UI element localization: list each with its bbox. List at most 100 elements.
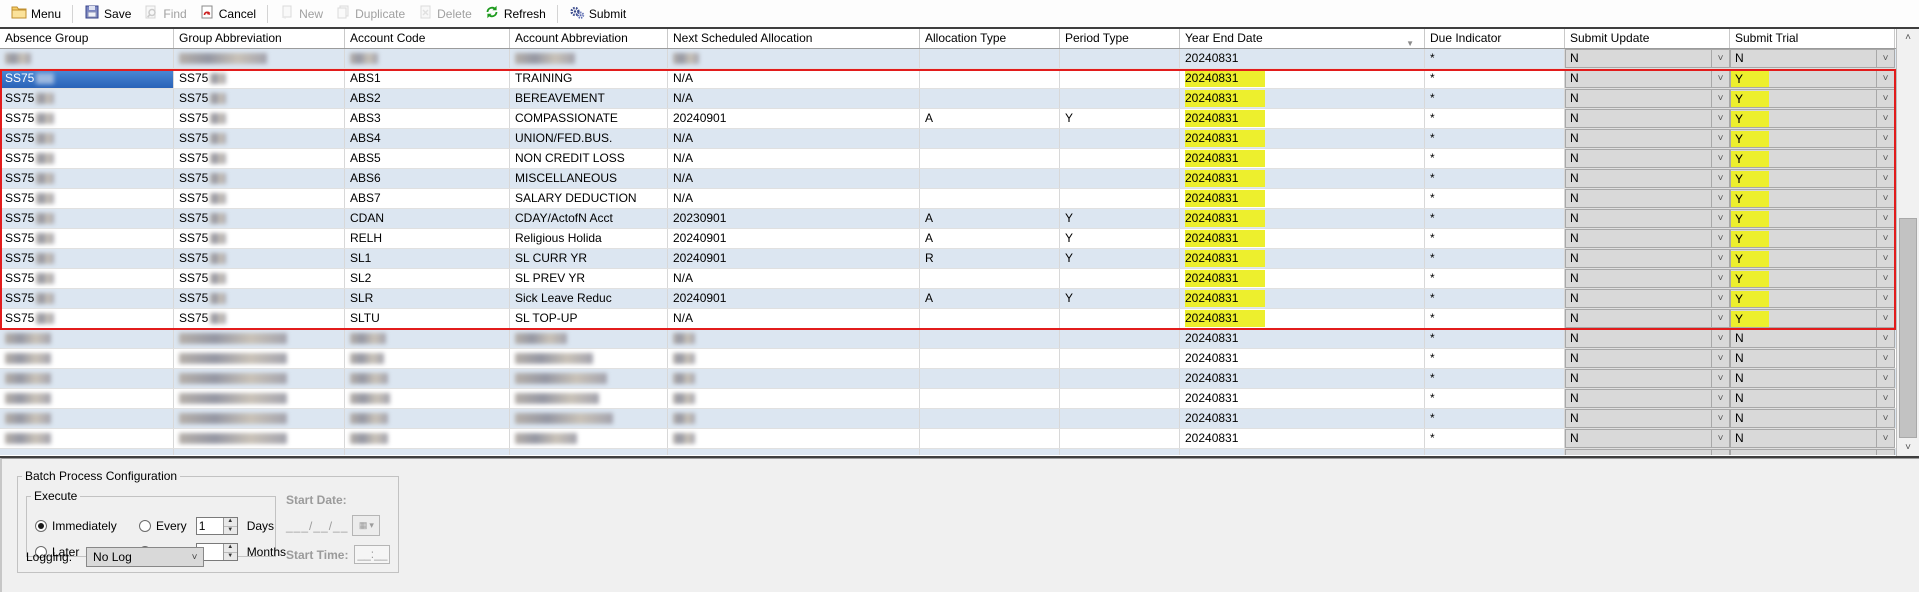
cell-absence-group[interactable]: SS75 xyxy=(0,209,174,228)
cell-period-type[interactable] xyxy=(1060,49,1180,68)
cell-due-indicator[interactable]: * xyxy=(1425,409,1565,428)
cell-next-scheduled-allocation[interactable]: 20230901 xyxy=(668,209,920,228)
chevron-down-icon[interactable]: ˅ xyxy=(1711,210,1729,227)
cell-group-abbreviation[interactable] xyxy=(174,369,345,388)
cell-next-scheduled-allocation[interactable] xyxy=(668,449,920,455)
cell-account-code[interactable] xyxy=(345,49,510,68)
cell-submit-update[interactable]: N ˅ xyxy=(1565,69,1730,88)
chevron-down-icon[interactable]: ˅ xyxy=(1711,310,1729,327)
cell-allocation-type[interactable] xyxy=(920,49,1060,68)
cell-submit-update[interactable]: N ˅ xyxy=(1565,229,1730,248)
cell-account-abbreviation[interactable]: SL CURR YR xyxy=(510,249,668,268)
cell-account-abbreviation[interactable] xyxy=(510,389,668,408)
cell-allocation-type[interactable]: A xyxy=(920,289,1060,308)
cell-due-indicator[interactable]: * xyxy=(1425,209,1565,228)
cell-period-type[interactable]: Y xyxy=(1060,109,1180,128)
cell-group-abbreviation[interactable]: SS75 xyxy=(174,269,345,288)
cell-account-code[interactable]: SLTU xyxy=(345,309,510,328)
cell-allocation-type[interactable] xyxy=(920,189,1060,208)
cell-due-indicator[interactable]: * xyxy=(1425,49,1565,68)
cell-due-indicator[interactable]: * xyxy=(1425,109,1565,128)
cell-next-scheduled-allocation[interactable]: N/A xyxy=(668,149,920,168)
cell-submit-update[interactable]: N ˅ xyxy=(1565,309,1730,328)
cell-absence-group[interactable] xyxy=(0,329,174,348)
column-header-year-end-date[interactable]: Year End Date ▼ xyxy=(1180,29,1425,48)
cell-absence-group[interactable] xyxy=(0,349,174,368)
cell-period-type[interactable] xyxy=(1060,389,1180,408)
chevron-down-icon[interactable]: ˅ xyxy=(1711,450,1729,455)
cell-submit-update[interactable]: N ˅ xyxy=(1565,389,1730,408)
cell-submit-trial[interactable]: N ˅ xyxy=(1730,49,1895,68)
cell-account-abbreviation[interactable]: SL PREV YR xyxy=(510,269,668,288)
cell-account-abbreviation[interactable] xyxy=(510,449,668,455)
months-spin-buttons[interactable]: ▲ ▼ xyxy=(222,544,237,560)
cell-period-type[interactable] xyxy=(1060,269,1180,288)
column-header-absence-group[interactable]: Absence Group xyxy=(0,29,174,48)
cell-allocation-type[interactable] xyxy=(920,449,1060,455)
cell-account-code[interactable] xyxy=(345,369,510,388)
cell-absence-group[interactable]: SS75 xyxy=(0,109,174,128)
cell-absence-group[interactable] xyxy=(0,409,174,428)
cell-group-abbreviation[interactable]: SS75 xyxy=(174,149,345,168)
cell-next-scheduled-allocation[interactable]: N/A xyxy=(668,69,920,88)
cell-allocation-type[interactable] xyxy=(920,409,1060,428)
cell-account-code[interactable] xyxy=(345,429,510,448)
cell-group-abbreviation[interactable] xyxy=(174,449,345,455)
chevron-down-icon[interactable]: ˅ xyxy=(1876,450,1894,455)
cell-submit-update[interactable]: N ˅ xyxy=(1565,369,1730,388)
cell-submit-update[interactable]: N ˅ xyxy=(1565,169,1730,188)
cell-year-end-date[interactable]: 20240831 xyxy=(1180,129,1425,148)
cell-group-abbreviation[interactable] xyxy=(174,349,345,368)
cell-due-indicator[interactable]: * xyxy=(1425,169,1565,188)
cell-group-abbreviation[interactable]: SS75 xyxy=(174,189,345,208)
cell-year-end-date[interactable]: 20240831 xyxy=(1180,109,1425,128)
cell-account-code[interactable]: ABS4 xyxy=(345,129,510,148)
cell-absence-group[interactable]: SS75 xyxy=(0,269,174,288)
cell-year-end-date[interactable]: 20240831 xyxy=(1180,369,1425,388)
scrollbar-thumb[interactable] xyxy=(1899,218,1917,438)
cell-due-indicator[interactable]: * xyxy=(1425,309,1565,328)
cell-group-abbreviation[interactable]: SS75 xyxy=(174,69,345,88)
chevron-down-icon[interactable]: ˅ xyxy=(1711,390,1729,407)
cell-next-scheduled-allocation[interactable] xyxy=(668,409,920,428)
cell-allocation-type[interactable] xyxy=(920,89,1060,108)
cell-year-end-date[interactable]: 20240831 xyxy=(1180,309,1425,328)
cell-account-abbreviation[interactable] xyxy=(510,409,668,428)
cell-group-abbreviation[interactable] xyxy=(174,329,345,348)
cell-account-code[interactable] xyxy=(345,329,510,348)
cell-year-end-date[interactable]: 20240831 xyxy=(1180,49,1425,68)
chevron-down-icon[interactable]: ˅ xyxy=(1876,310,1894,327)
cell-allocation-type[interactable] xyxy=(920,269,1060,288)
cell-submit-update[interactable]: N ˅ xyxy=(1565,149,1730,168)
chevron-down-icon[interactable]: ˅ xyxy=(1876,350,1894,367)
chevron-down-icon[interactable]: ˅ xyxy=(1711,350,1729,367)
cell-allocation-type[interactable] xyxy=(920,349,1060,368)
cell-allocation-type[interactable] xyxy=(920,369,1060,388)
chevron-down-icon[interactable]: ˅ xyxy=(1876,270,1894,287)
cell-submit-update[interactable]: N ˅ xyxy=(1565,289,1730,308)
toolbar-button-save[interactable]: Save xyxy=(79,2,136,25)
cell-absence-group[interactable]: SS75 xyxy=(0,189,174,208)
cell-allocation-type[interactable] xyxy=(920,329,1060,348)
cell-next-scheduled-allocation[interactable]: 20240901 xyxy=(668,289,920,308)
cell-period-type[interactable] xyxy=(1060,369,1180,388)
cell-due-indicator[interactable]: * xyxy=(1425,329,1565,348)
column-header-account-code[interactable]: Account Code xyxy=(345,29,510,48)
cell-due-indicator[interactable]: * xyxy=(1425,269,1565,288)
cell-submit-trial[interactable]: Y ˅ xyxy=(1730,289,1895,308)
scrollbar-up-arrow-icon[interactable]: ˄ xyxy=(1897,29,1919,46)
cell-submit-trial[interactable]: Y ˅ xyxy=(1730,309,1895,328)
cell-submit-trial[interactable]: ˅ xyxy=(1730,449,1895,455)
chevron-down-icon[interactable]: ˅ xyxy=(1711,190,1729,207)
cell-absence-group[interactable]: SS75 xyxy=(0,89,174,108)
cell-due-indicator[interactable]: * xyxy=(1425,389,1565,408)
cell-absence-group[interactable] xyxy=(0,389,174,408)
cell-next-scheduled-allocation[interactable]: N/A xyxy=(668,269,920,288)
cell-group-abbreviation[interactable]: SS75 xyxy=(174,229,345,248)
cell-due-indicator[interactable]: * xyxy=(1425,129,1565,148)
column-header-submit-trial[interactable]: Submit Trial xyxy=(1730,29,1895,48)
cell-period-type[interactable]: Y xyxy=(1060,289,1180,308)
cell-group-abbreviation[interactable]: SS75 xyxy=(174,289,345,308)
cell-year-end-date[interactable]: 20240831 xyxy=(1180,169,1425,188)
cell-year-end-date[interactable]: 20240831 xyxy=(1180,389,1425,408)
